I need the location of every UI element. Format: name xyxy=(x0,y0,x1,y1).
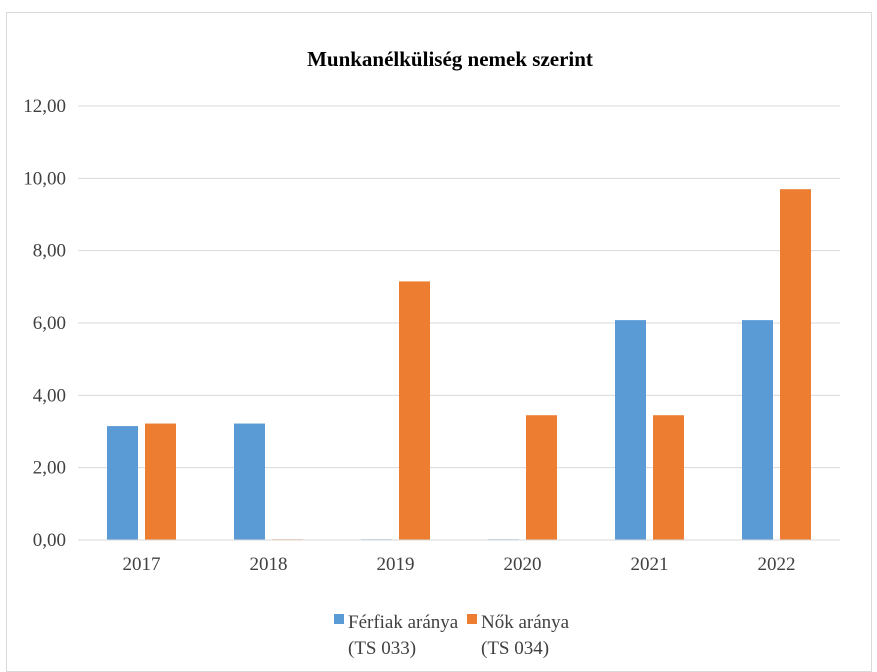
x-tick-label: 2020 xyxy=(504,554,542,575)
x-tick-label: 2022 xyxy=(758,554,796,575)
legend-label: (TS 034) xyxy=(481,638,549,659)
y-tick-label: 2,00 xyxy=(33,458,66,479)
chart-frame xyxy=(6,12,872,672)
bar-ferfiak-2022 xyxy=(742,320,773,540)
legend: Férfiak aránya (TS 033) Nők aránya (TS 034) xyxy=(334,612,570,659)
bars xyxy=(107,189,811,540)
x-tick-label: 2017 xyxy=(123,554,161,575)
legend-label: Nők aránya xyxy=(481,612,570,633)
bar-nok-2020 xyxy=(526,415,557,540)
bar-nok-2017 xyxy=(145,423,176,540)
bar-nok-2019 xyxy=(399,281,430,540)
y-tick-label: 4,00 xyxy=(33,385,66,406)
y-tick-label: 12,00 xyxy=(23,96,66,117)
x-axis-ticks: 2017 2018 2019 2020 2021 2022 xyxy=(123,554,796,575)
y-tick-label: 6,00 xyxy=(33,313,66,334)
y-tick-label: 0,00 xyxy=(33,530,66,551)
bar-ferfiak-2017 xyxy=(107,426,138,540)
legend-swatch xyxy=(467,614,477,624)
y-tick-label: 10,00 xyxy=(23,168,66,189)
y-tick-label: 8,00 xyxy=(33,241,66,262)
legend-swatch xyxy=(334,614,344,624)
legend-label: (TS 033) xyxy=(348,638,416,659)
x-tick-label: 2021 xyxy=(631,554,669,575)
bar-ferfiak-2018 xyxy=(234,423,265,540)
legend-label: Férfiak aránya xyxy=(348,612,459,633)
gridlines xyxy=(78,105,840,469)
chart-title: Munkanélküliség nemek szerint xyxy=(307,47,593,71)
bar-ferfiak-2021 xyxy=(615,320,646,540)
bar-nok-2021 xyxy=(653,415,684,540)
x-tick-label: 2019 xyxy=(377,554,415,575)
y-axis-ticks: 0,00 2,00 4,00 6,00 8,00 10,00 12,00 xyxy=(23,96,66,551)
x-tick-label: 2018 xyxy=(250,554,288,575)
bar-nok-2022 xyxy=(780,189,811,540)
